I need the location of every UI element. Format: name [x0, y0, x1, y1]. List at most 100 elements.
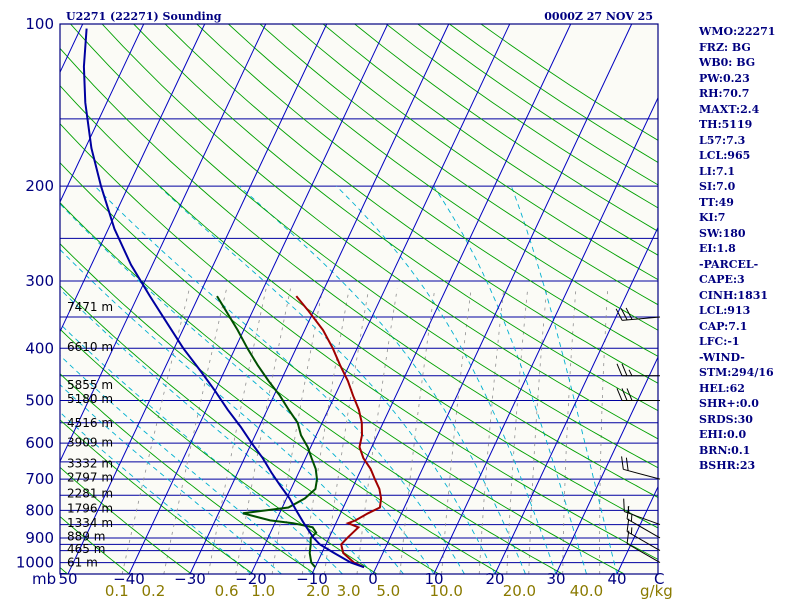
- temperature-label-8: 30: [546, 570, 565, 588]
- temperature-label-0: 50: [58, 570, 77, 588]
- plot-frame: [59, 23, 659, 575]
- sounding-profiles: [82, 28, 383, 569]
- mixing-ratio-line: [356, 288, 398, 574]
- moist-adiabat-30: [336, 185, 557, 574]
- pressure-unit-label: mb: [32, 570, 56, 588]
- pressure-label-200: 200: [25, 177, 54, 195]
- dry-adiabat-270: [60, 328, 378, 574]
- wind-barb-5: [616, 388, 660, 401]
- dry-adiabat-240: [60, 466, 192, 574]
- temperature-label-4: −10: [296, 570, 328, 588]
- temperature-label-5: 0: [368, 570, 378, 588]
- mixing-ratio-label-3: 1.0: [251, 582, 275, 600]
- index-item: HEL:62: [699, 381, 745, 395]
- mixing-ratio-lines: [121, 288, 609, 574]
- index-item: LCL:965: [699, 149, 751, 162]
- temperature-label-1: −40: [113, 570, 145, 588]
- sounding-indices-panel: WMO:22271 FRZ: BG WB0: BG PW:0.23 RH:70.7 MAX…: [699, 24, 799, 474]
- index-item: MAXT:2.4: [699, 102, 760, 116]
- parcel-line: [82, 28, 365, 569]
- pressure-label-300: 300: [25, 272, 54, 290]
- dry-adiabat-250: [60, 419, 254, 574]
- height-label-1: 6610 m: [67, 340, 113, 354]
- mixing-ratio-label-1: 0.2: [141, 582, 165, 600]
- index-item: CAP:7.1: [699, 319, 748, 333]
- index-item: PW:0.23: [699, 71, 750, 85]
- isotherm-0: [372, 24, 633, 574]
- mixing-ratio-unit-label: g/kg: [640, 582, 673, 600]
- mixing-ratio-label-8: 20.0: [503, 582, 536, 600]
- temperature-label-7: 20: [485, 570, 504, 588]
- temperature-line: [295, 295, 383, 569]
- moist-adiabat--20: [60, 411, 252, 574]
- mixing-ratio-line: [235, 288, 291, 574]
- height-label-7: 2797 m: [67, 470, 113, 484]
- height-label-4: 4516 m: [67, 416, 113, 430]
- height-label-9: 1796 m: [67, 501, 113, 515]
- index-item: RH:70.7: [699, 87, 750, 100]
- dry-adiabat-260: [60, 373, 316, 574]
- mixing-ratio-label-6: 5.0: [376, 582, 400, 600]
- temperature-unit-label: C: [654, 570, 664, 588]
- dry-adiabat-310: [60, 162, 625, 574]
- dry-adiabat-400: [228, 24, 658, 331]
- temperature-axis: 50 −40 −30 −20 −10 0 10 20 30 40: [58, 570, 626, 588]
- height-label-6: 3332 m: [67, 457, 113, 471]
- moist-adiabat-35: [433, 185, 587, 574]
- dry-adiabat-370: [133, 24, 658, 412]
- height-label-0: 7471 m: [67, 300, 113, 314]
- pressure-label-400: 400: [25, 339, 54, 357]
- dry-adiabat-340: [60, 47, 658, 498]
- dry-adiabat-300: [60, 202, 563, 574]
- isotherm--60: [60, 24, 267, 463]
- dry-adiabat-410: [259, 24, 658, 306]
- index-item: WMO:22271: [699, 25, 776, 38]
- wind-barb-6: [616, 363, 660, 377]
- index-item: SRDS:30: [699, 412, 753, 426]
- mixing-ratio-label-2: 0.6: [215, 582, 239, 600]
- pressure-axis: 100 200 300 400 500 600 700 800 900 1000: [16, 15, 54, 572]
- height-label-10: 1334 m: [67, 516, 113, 530]
- mixing-ratio-label-0: 0.1: [105, 582, 129, 600]
- chart-title: U2271 (22271) Sounding: [66, 10, 222, 23]
- index-item: TT:49: [699, 195, 734, 209]
- height-label-2: 5855 m: [67, 378, 113, 392]
- index-item: KI:7: [699, 211, 726, 224]
- mixing-ratio-label-4: 2.0: [306, 582, 330, 600]
- moist-adiabat-10: [60, 203, 435, 574]
- isotherm-30: [555, 355, 658, 574]
- mixing-ratio-label-9: 40.0: [570, 582, 603, 600]
- height-label-12: 465 m: [67, 542, 105, 556]
- mixing-ratio-label-5: 3.0: [337, 582, 361, 600]
- index-item: SI:7.0: [699, 180, 736, 193]
- index-item: -PARCEL-: [699, 257, 759, 271]
- dry-adiabat-230: [60, 515, 130, 574]
- moist-adiabat-0: [60, 288, 374, 574]
- wind-barb-7: [615, 307, 661, 321]
- temperature-label-6: 10: [424, 570, 443, 588]
- height-label-5: 3909 m: [67, 435, 113, 449]
- pressure-label-600: 600: [25, 434, 54, 452]
- dry-adiabat-390: [196, 24, 658, 357]
- index-item: TH:5119: [699, 118, 753, 131]
- index-item: BRN:0.1: [699, 443, 751, 457]
- pressure-label-900: 900: [25, 529, 54, 547]
- mixing-ratio-axis: 0.1 0.2 0.6 1.0 2.0 3.0 5.0 10.0 20.0 40.0: [105, 582, 603, 600]
- index-item: CINH:1831: [699, 288, 769, 302]
- plot-area: [60, 24, 658, 574]
- mixing-ratio-label-7: 10.0: [429, 582, 462, 600]
- isotherm--30: [189, 24, 450, 574]
- index-item: WB0: BG: [699, 56, 756, 69]
- dry-adiabat-360: [101, 24, 658, 440]
- height-label-3: 5180 m: [67, 392, 113, 406]
- pressure-label-100: 100: [25, 15, 54, 33]
- isotherm--50: [67, 24, 328, 574]
- index-item: LFC:-1: [699, 335, 740, 348]
- isotherm--80: [60, 24, 145, 204]
- pressure-label-800: 800: [25, 501, 54, 519]
- index-item: LCL:913: [699, 304, 751, 317]
- index-item: CAPE:3: [699, 273, 745, 286]
- temperature-label-9: 40: [607, 570, 626, 588]
